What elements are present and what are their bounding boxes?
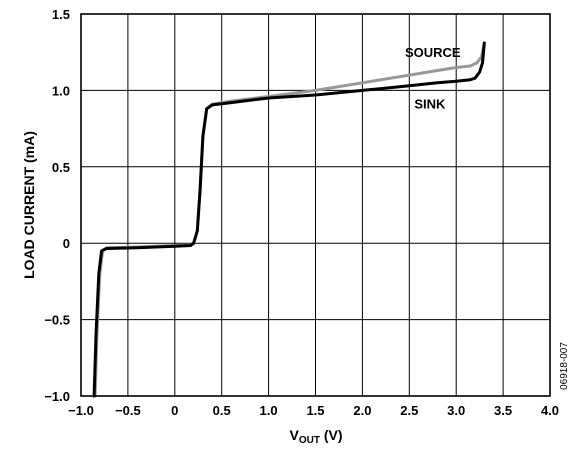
x-tick-label: 1.0 [260, 403, 278, 418]
x-tick-label: 2.0 [353, 403, 371, 418]
y-axis-label: LOAD CURRENT (mA) [21, 131, 37, 279]
y-tick-label: −0.5 [44, 313, 70, 328]
annotation-source: SOURCE [405, 45, 461, 60]
y-ticks: −1.0 −0.5 0 0.5 1.0 1.5 [44, 7, 70, 404]
y-tick-label: 0 [63, 236, 70, 251]
x-tick-label: −0.5 [115, 403, 141, 418]
x-tick-label: 0 [171, 403, 178, 418]
x-axis-label-sub: OUT [299, 435, 320, 446]
x-tick-label: 3.0 [447, 403, 465, 418]
annotations: SOURCE SINK [405, 45, 461, 112]
x-tick-label: −1.0 [68, 403, 94, 418]
y-tick-label: 1.5 [52, 7, 70, 22]
y-tick-label: 0.5 [52, 160, 70, 175]
x-tick-label: 1.5 [306, 403, 324, 418]
x-ticks: −1.0 −0.5 0 0.5 1.0 1.5 2.0 2.5 3.0 3.5 4.0 [68, 403, 559, 418]
series-layer [92, 41, 486, 398]
x-tick-label: 4.0 [541, 403, 559, 418]
x-tick-label: 2.5 [400, 403, 418, 418]
plot-frame [80, 13, 551, 397]
series-line-sink [92, 41, 486, 398]
annotation-sink: SINK [414, 97, 446, 112]
x-axis-label-main: V [289, 427, 299, 443]
y-tick-label: 1.0 [52, 83, 70, 98]
figure-id: 06918-007 [559, 342, 570, 390]
x-tick-label: 3.5 [494, 403, 512, 418]
y-tick-label: −1.0 [44, 389, 70, 404]
x-axis-label-unit: (V) [320, 427, 343, 443]
x-tick-label: 0.5 [213, 403, 231, 418]
x-axis-label: VOUT (V) [289, 427, 342, 446]
